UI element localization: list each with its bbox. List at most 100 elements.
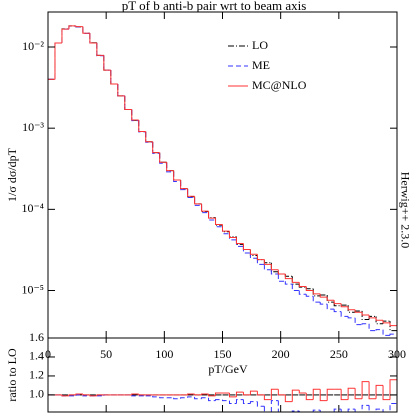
histogram-bin [368,323,377,332]
histogram-bin [347,408,356,412]
histogram-bin [208,211,216,219]
histogram-bin [215,217,223,226]
histogram-bin [375,329,384,331]
histogram-bin [159,153,167,164]
histogram-bin [389,379,397,400]
y-tick-label: 10⁻² [22,39,44,53]
histogram-bin [89,33,97,44]
histogram-bin [228,231,237,238]
histogram-bin [340,304,349,306]
histogram-bin [96,394,104,396]
histogram-bin [138,120,146,133]
histogram-bin [382,385,391,401]
histogram-bin [291,278,300,283]
histogram-bin [277,400,279,412]
histogram-bin [368,405,370,412]
histogram-bin [291,284,300,292]
histogram-bin [361,381,370,399]
histogram-bin [152,141,160,154]
histogram-bin [319,293,328,298]
histogram-bin [305,393,314,401]
y-tick-label: 1.2 [29,368,44,382]
histogram-bin [61,394,69,397]
histogram-bin [222,399,230,402]
histogram-bin [263,259,272,264]
histogram-bin [61,28,69,44]
histogram-bin [389,322,397,327]
histogram-bin [291,410,300,412]
histogram-bin [96,43,104,57]
histogram-bin [361,323,370,325]
histogram-bin [270,388,279,400]
histogram-bin [110,70,118,85]
histogram-bin [340,303,349,308]
histogram-bin [333,300,342,305]
histogram-bin [375,408,384,412]
histogram-bin [103,55,111,71]
y-tick-label: 1.0 [29,387,44,401]
x-tick-label: 250 [330,347,348,361]
histogram-bin [242,392,251,396]
histogram-bin [159,152,167,163]
y-tick-label: 1.6 [29,330,44,344]
histogram-bin [110,70,118,85]
histogram-bin [68,394,76,396]
histogram-bin [89,33,97,44]
ratio-axis-label: ratio to LO [5,348,19,402]
histogram-bin [312,296,321,303]
x-tick-label: 100 [155,347,173,361]
histogram-bin [131,109,139,121]
histogram-bin [187,393,195,395]
histogram-bin [249,249,258,255]
histogram-bin [305,286,314,292]
histogram-bin [208,212,216,221]
histogram-bin [256,391,265,396]
ratio-plot [48,379,397,414]
histogram-bin [235,391,244,397]
histogram-bin [222,224,230,232]
histogram-bin [285,413,292,414]
histogram-bin [173,397,181,400]
histogram-bin [159,396,167,399]
histogram-bin [166,162,174,172]
histogram-bin [312,288,321,297]
histogram-bin [284,394,293,403]
y-tick-label: 10⁻³ [22,120,44,134]
main-frame [47,11,398,339]
histogram-bin [312,290,321,295]
histogram-bin [117,84,125,97]
histogram-bin [180,179,188,190]
histogram-bin [263,259,272,265]
histogram-bin [284,273,293,277]
histogram-bin [215,392,223,396]
histogram-bin [131,109,139,121]
histogram-bin [347,387,356,400]
histogram-bin [277,269,286,275]
histogram-bin [305,294,314,297]
histogram-bin [242,243,251,251]
histogram-bin [131,109,139,122]
histogram-bin [319,410,321,412]
histogram-bin [145,131,153,143]
histogram-bin [201,397,209,399]
histogram-bin [326,304,335,310]
histogram-bin [201,203,209,212]
histogram-bin [270,269,279,275]
histogram-bin [312,388,321,400]
histogram-bin [138,393,146,396]
histogram-bin [347,305,356,313]
histogram-bin [228,231,237,238]
histogram-bin [82,26,90,34]
histogram-bin [82,26,90,34]
histogram-bin [75,393,83,395]
histogram-bin [340,389,349,401]
histogram-bin [361,312,370,316]
histogram-bin [54,42,62,80]
histogram-bin [131,393,139,395]
histogram-bin [180,179,188,190]
histogram-bin [298,411,307,412]
histogram-bin [326,297,335,301]
histogram-bin [96,42,104,56]
legend-label: ME [252,58,270,72]
histogram-bin [201,203,209,213]
